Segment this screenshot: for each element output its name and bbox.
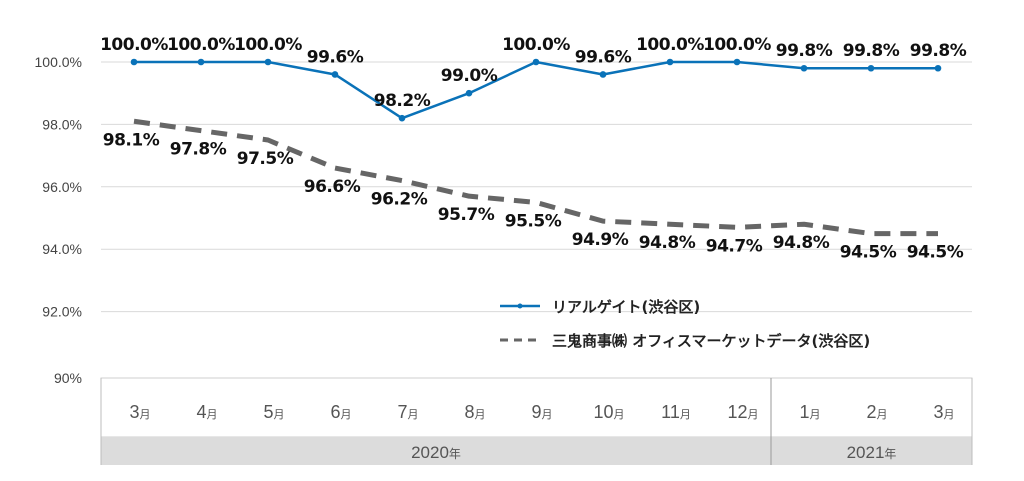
series-layer [130, 58, 942, 237]
month-suffix: 月 [944, 409, 955, 421]
data-point [264, 58, 272, 66]
data-label: 100.0% [502, 35, 570, 55]
year-cell [771, 437, 972, 465]
data-point [465, 89, 473, 97]
month-suffix: 月 [207, 409, 218, 421]
data-point [398, 114, 406, 122]
gridlines [101, 61, 972, 313]
data-point [599, 71, 607, 78]
data-point [197, 58, 205, 66]
month-suffix: 月 [748, 409, 759, 421]
month-suffix: 月 [341, 409, 352, 421]
month-suffix: 月 [542, 409, 553, 421]
month-suffix: 月 [140, 409, 151, 421]
data-labels: 100.0% 100.0% 100.0%99.6%98.2%99.0%100.0%9… [100, 35, 967, 263]
data-label: 97.5% [237, 149, 294, 169]
data-label: 94.5% [907, 243, 964, 263]
data-point [800, 64, 808, 72]
legend-item-sanki: 三鬼商事㈱ オフィスマーケットデータ(渋谷区) [500, 332, 870, 350]
year-label: 2021年 [847, 443, 897, 462]
data-label: 94.8% [773, 233, 830, 253]
data-label: 100.0% [100, 35, 168, 55]
data-label: 99.8% [910, 41, 967, 61]
month-suffix: 月 [877, 409, 888, 421]
data-label: 100.0% [167, 35, 235, 55]
data-point [666, 58, 674, 66]
legend-label-realgate: リアルゲイト(渋谷区) [552, 298, 700, 316]
data-label: 95.5% [505, 211, 562, 231]
legend-item-realgate: リアルゲイト(渋谷区) [500, 298, 700, 316]
y-tick-label: 100.0% [35, 54, 82, 70]
data-label: 96.2% [371, 190, 428, 210]
data-point [733, 58, 741, 66]
y-tick-label: 96.0% [42, 179, 82, 195]
data-label: 99.8% [776, 41, 833, 61]
data-label: 100.0% [636, 35, 704, 55]
legend-marker-realgate [517, 303, 523, 309]
series-line-realgate [134, 60, 938, 120]
data-label: 96.6% [304, 177, 361, 197]
year-suffix: 年 [884, 447, 896, 461]
data-point [532, 58, 540, 66]
data-label: 94.8% [639, 233, 696, 253]
data-point [331, 71, 339, 78]
month-suffix: 月 [680, 409, 691, 421]
y-tick-label: 98.0% [42, 116, 82, 132]
data-label: 94.9% [572, 230, 629, 250]
series-line-sanki [133, 118, 938, 237]
y-tick-label: 94.0% [42, 241, 82, 257]
legend: リアルゲイト(渋谷区) 三鬼商事㈱ オフィスマーケットデータ(渋谷区) [500, 298, 870, 350]
data-point [130, 58, 138, 66]
data-label: 99.8% [843, 41, 900, 61]
data-point [867, 64, 875, 72]
data-label: 100.0% [703, 35, 771, 55]
data-point [934, 64, 942, 72]
y-tick-label: 92.0% [42, 304, 82, 320]
year-label: 2020年 [411, 443, 461, 462]
data-label: 95.7% [438, 205, 495, 225]
data-label: 100.0% [234, 35, 302, 55]
data-label: 94.7% [706, 236, 763, 256]
data-label: 97.8% [170, 140, 227, 160]
month-suffix: 月 [475, 409, 486, 421]
data-label: 98.1% [103, 130, 160, 150]
month-suffix: 月 [810, 409, 821, 421]
data-label: 99.6% [307, 47, 364, 67]
year-suffix: 年 [449, 447, 461, 461]
data-label: 99.0% [441, 66, 498, 86]
month-row [100, 377, 973, 438]
month-suffix: 月 [614, 409, 625, 421]
y-axis-ticks: 100.0% 98.0% 96.0% 94.0% 92.0% 90% [35, 54, 82, 386]
month-suffix: 月 [408, 409, 419, 421]
data-label: 99.6% [575, 47, 632, 67]
legend-label-sanki: 三鬼商事㈱ オフィスマーケットデータ(渋谷区) [552, 332, 870, 350]
data-label: 94.5% [840, 243, 897, 263]
data-label: 98.2% [374, 91, 431, 111]
year-cell [101, 437, 771, 465]
y-tick-label: 90% [54, 370, 82, 386]
month-suffix: 月 [274, 409, 285, 421]
